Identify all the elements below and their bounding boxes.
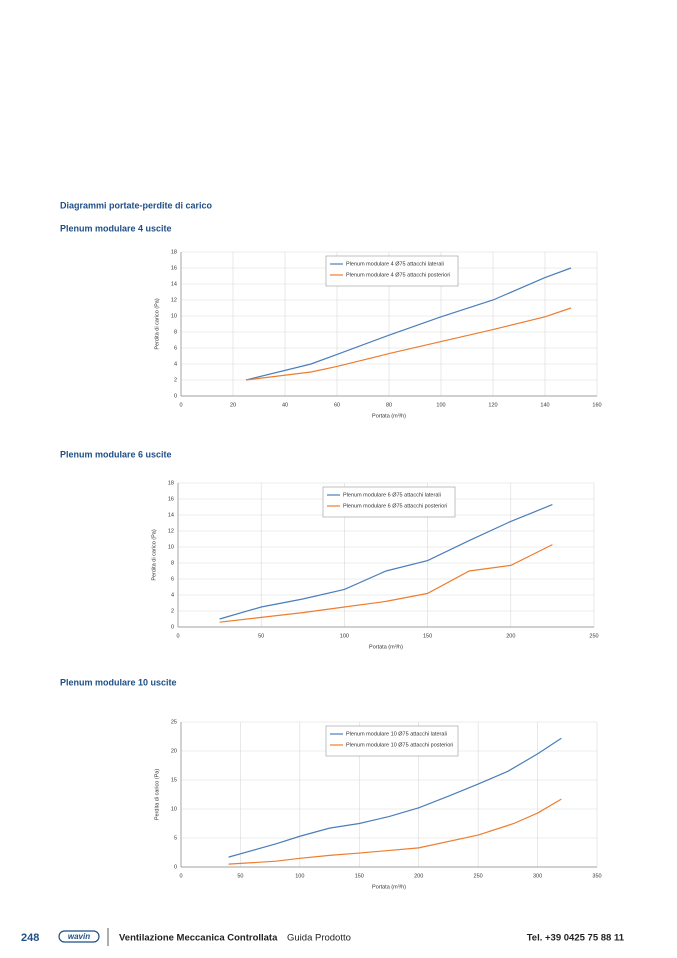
- y-tick-label: 6: [174, 345, 177, 351]
- y-tick-label: 25: [171, 719, 177, 725]
- x-axis-label: Portata (m³/h): [369, 644, 403, 650]
- y-tick-label: 14: [171, 281, 177, 287]
- product: Ventilazione Meccanica Controllata: [119, 933, 278, 944]
- x-tick-label: 300: [533, 873, 542, 879]
- data-line: [228, 798, 562, 865]
- x-tick-label: 350: [592, 873, 601, 879]
- y-axis-label: Perdita di carico (Pa): [154, 298, 160, 350]
- data-line: [219, 504, 553, 620]
- y-tick-label: 10: [171, 806, 177, 812]
- x-tick-label: 80: [386, 402, 392, 408]
- y-tick-label: 2: [171, 608, 174, 614]
- legend-box: [325, 255, 459, 287]
- x-tick-label: 0: [179, 402, 182, 408]
- y-axis-label: Perdita di carico (Pa): [151, 529, 157, 581]
- guide: Guida Prodotto: [287, 933, 351, 944]
- x-tick-label: 50: [258, 633, 264, 639]
- heading: Diagrammi portate-perdite di carico: [60, 200, 213, 210]
- y-tick-label: 18: [171, 249, 177, 255]
- x-tick-label: 200: [506, 633, 515, 639]
- y-tick-label: 8: [171, 560, 174, 566]
- y-tick-label: 16: [168, 496, 174, 502]
- y-tick-label: 2: [174, 377, 177, 383]
- y-tick-label: 4: [171, 592, 174, 598]
- y-tick-label: 18: [168, 480, 174, 486]
- y-tick-label: 14: [168, 512, 174, 518]
- phone: Tel. +39 0425 75 88 11: [527, 933, 625, 944]
- y-tick-label: 0: [171, 624, 174, 630]
- x-tick-label: 200: [414, 873, 423, 879]
- x-axis-label: Portata (m³/h): [372, 884, 406, 890]
- y-axis-label: Perdita di carico (Pa): [154, 769, 160, 821]
- y-tick-label: 12: [168, 528, 174, 534]
- x-tick-label: 20: [230, 402, 236, 408]
- legend-label: Plenum modulare 4 Ø75 attacchi laterali: [346, 261, 444, 267]
- logo: wavin: [68, 932, 90, 941]
- x-tick-label: 150: [355, 873, 364, 879]
- x-tick-label: 40: [282, 402, 288, 408]
- y-tick-label: 12: [171, 297, 177, 303]
- data-line: [245, 267, 572, 381]
- page-number: 248: [21, 932, 39, 944]
- y-tick-label: 10: [168, 544, 174, 550]
- x-tick-label: 0: [176, 633, 179, 639]
- chart-title: Plenum modulare 10 uscite: [60, 677, 177, 687]
- legend-label: Plenum modulare 6 Ø75 attacchi posterior…: [343, 503, 447, 509]
- legend-label: Plenum modulare 10 Ø75 attacchi posterio…: [346, 742, 453, 748]
- x-tick-label: 100: [436, 402, 445, 408]
- y-tick-label: 5: [174, 835, 177, 841]
- x-tick-label: 250: [474, 873, 483, 879]
- legend-box: [322, 486, 456, 518]
- x-tick-label: 50: [237, 873, 243, 879]
- y-tick-label: 0: [174, 393, 177, 399]
- x-tick-label: 100: [340, 633, 349, 639]
- data-line: [219, 544, 553, 623]
- chart-title: Plenum modulare 6 uscite: [60, 449, 172, 459]
- data-line: [245, 307, 572, 381]
- data-line: [228, 737, 562, 858]
- x-axis-label: Portata (m³/h): [372, 413, 406, 419]
- x-tick-label: 250: [589, 633, 598, 639]
- legend-label: Plenum modulare 4 Ø75 attacchi posterior…: [346, 272, 450, 278]
- x-tick-label: 120: [488, 402, 497, 408]
- y-tick-label: 10: [171, 313, 177, 319]
- y-tick-label: 0: [174, 864, 177, 870]
- y-tick-label: 8: [174, 329, 177, 335]
- legend-label: Plenum modulare 10 Ø75 attacchi laterali: [346, 731, 447, 737]
- y-tick-label: 4: [174, 361, 177, 367]
- logo-frame: [58, 930, 100, 943]
- y-tick-label: 16: [171, 265, 177, 271]
- x-tick-label: 0: [179, 873, 182, 879]
- x-tick-label: 140: [540, 402, 549, 408]
- x-tick-label: 150: [423, 633, 432, 639]
- chart-title: Plenum modulare 4 uscite: [60, 223, 172, 233]
- legend-label: Plenum modulare 6 Ø75 attacchi laterali: [343, 492, 441, 498]
- legend-box: [325, 725, 459, 757]
- y-tick-label: 20: [171, 748, 177, 754]
- x-tick-label: 100: [295, 873, 304, 879]
- x-tick-label: 60: [334, 402, 340, 408]
- x-tick-label: 160: [592, 402, 601, 408]
- y-tick-label: 6: [171, 576, 174, 582]
- y-tick-label: 15: [171, 777, 177, 783]
